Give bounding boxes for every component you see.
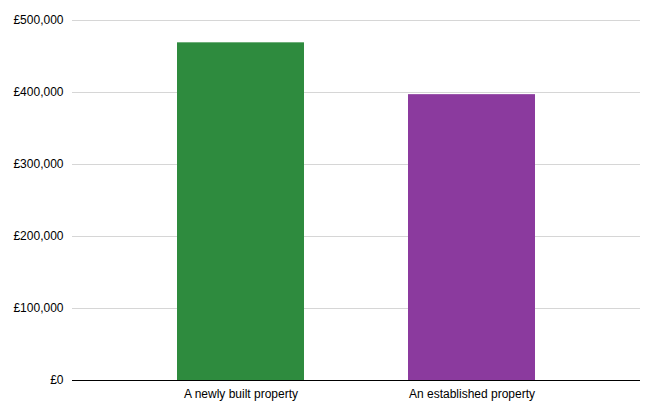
svg-text:£100,000: £100,000	[13, 301, 63, 315]
svg-text:An established property: An established property	[409, 387, 535, 401]
svg-text:£0: £0	[50, 373, 64, 387]
svg-text:£400,000: £400,000	[13, 85, 63, 99]
svg-text:£300,000: £300,000	[13, 157, 63, 171]
svg-text:£200,000: £200,000	[13, 229, 63, 243]
svg-text:£500,000: £500,000	[13, 13, 63, 27]
svg-text:A newly built property: A newly built property	[184, 387, 298, 401]
